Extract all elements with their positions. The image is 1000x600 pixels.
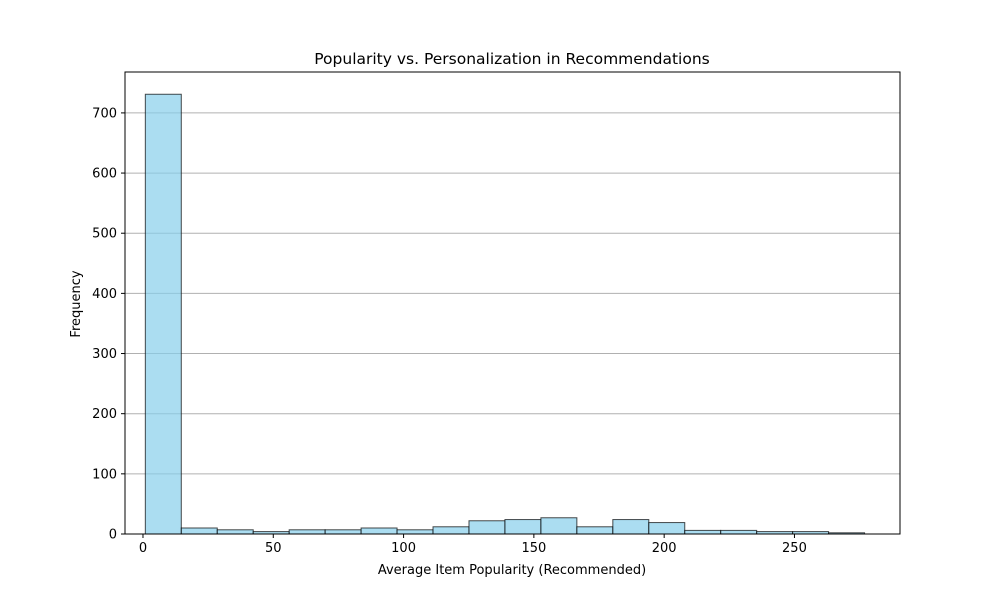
x-tick-label: 200 bbox=[652, 541, 677, 556]
histogram-bar bbox=[648, 522, 686, 535]
x-tick-label: 150 bbox=[521, 541, 546, 556]
histogram-bar bbox=[612, 519, 650, 535]
histogram-bar bbox=[576, 526, 614, 535]
x-axis-title: Average Item Popularity (Recommended) bbox=[378, 563, 646, 578]
histogram-bar bbox=[216, 529, 254, 535]
x-tick-label: 100 bbox=[391, 541, 416, 556]
x-tick-label: 50 bbox=[265, 541, 282, 556]
histogram-bar bbox=[180, 527, 218, 535]
plot-frame bbox=[124, 71, 901, 535]
chart-title: Popularity vs. Personalization in Recomm… bbox=[314, 50, 710, 68]
histogram-bar bbox=[432, 526, 470, 535]
y-tick-label: 100 bbox=[92, 467, 117, 482]
histogram-bar bbox=[396, 529, 434, 535]
y-tick-label: 500 bbox=[92, 227, 117, 242]
histogram-bar bbox=[360, 527, 398, 535]
y-tick-label: 700 bbox=[92, 106, 117, 121]
x-tick-label: 250 bbox=[782, 541, 807, 556]
grid-lines bbox=[125, 112, 900, 475]
histogram-bar bbox=[720, 529, 758, 535]
y-tick-label: 300 bbox=[92, 347, 117, 362]
y-tick-label: 600 bbox=[92, 167, 117, 182]
histogram-bar bbox=[684, 529, 722, 535]
histogram-bar bbox=[540, 517, 578, 535]
y-axis-ticks: 0 100 200 300 400 500 600 700 bbox=[92, 106, 125, 543]
histogram-bar bbox=[288, 529, 326, 535]
histogram-bar bbox=[468, 520, 506, 535]
histogram-bar bbox=[324, 529, 362, 535]
x-tick-label: 0 bbox=[139, 541, 147, 556]
y-axis-title: Frequency bbox=[69, 270, 84, 337]
y-tick-label: 400 bbox=[92, 287, 117, 302]
histogram-bar bbox=[144, 93, 182, 535]
histogram-bar bbox=[504, 519, 542, 535]
y-tick-label: 0 bbox=[109, 528, 117, 543]
x-axis-ticks: 0 50 100 150 200 250 bbox=[139, 534, 807, 556]
y-tick-label: 200 bbox=[92, 407, 117, 422]
histogram-bars bbox=[144, 93, 866, 535]
